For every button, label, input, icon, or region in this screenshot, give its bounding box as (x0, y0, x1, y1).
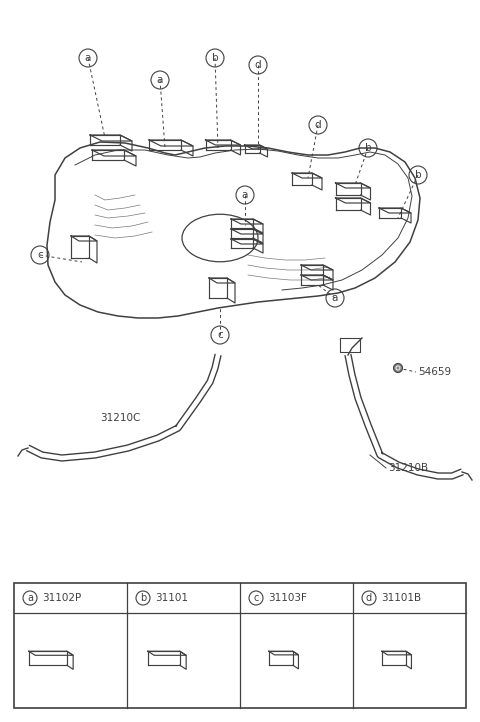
Text: 31103F: 31103F (268, 593, 307, 603)
Text: c: c (37, 250, 43, 260)
Text: d: d (315, 120, 321, 130)
Text: d: d (366, 593, 372, 603)
Text: a: a (27, 593, 33, 603)
Text: a: a (85, 53, 91, 63)
Text: a: a (242, 190, 248, 200)
Text: 31210B: 31210B (388, 463, 428, 473)
Text: b: b (212, 53, 218, 63)
Text: d: d (255, 60, 261, 70)
Text: b: b (140, 593, 146, 603)
Text: a: a (332, 293, 338, 303)
Bar (14, 583, 466, 708)
Text: c: c (253, 593, 259, 603)
Circle shape (394, 363, 403, 373)
Text: c: c (217, 330, 223, 340)
Text: b: b (365, 143, 372, 153)
Text: b: b (415, 170, 421, 180)
Text: 31101: 31101 (155, 593, 188, 603)
Text: a: a (157, 75, 163, 85)
Text: 31102P: 31102P (42, 593, 81, 603)
Text: 31210C: 31210C (100, 413, 140, 423)
Text: 54659: 54659 (418, 367, 451, 377)
Text: 31101B: 31101B (381, 593, 421, 603)
